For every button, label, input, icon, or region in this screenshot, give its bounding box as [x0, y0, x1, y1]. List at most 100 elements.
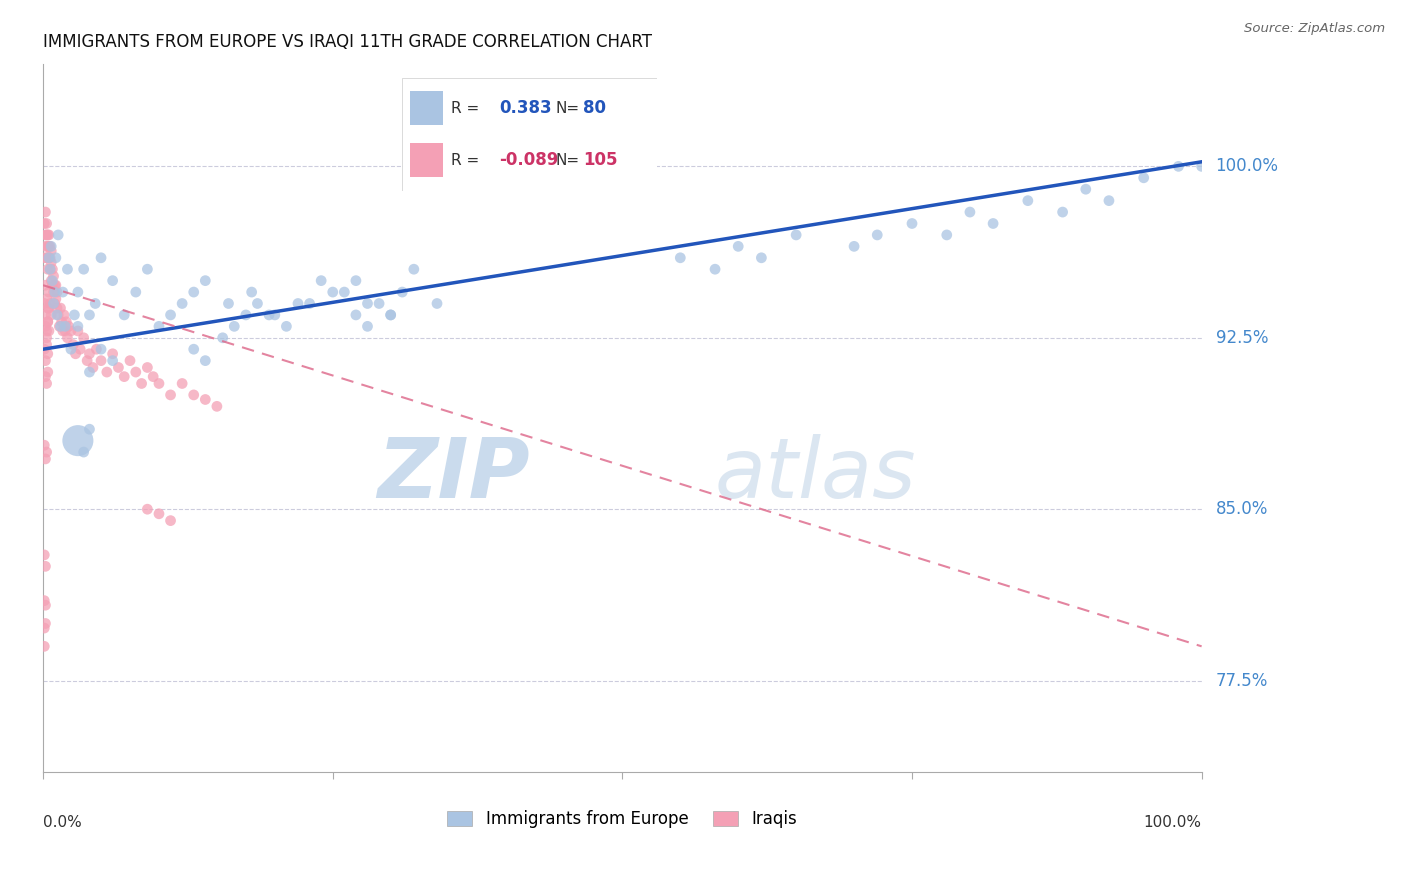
Point	[1191, 160, 1213, 174]
Point	[785, 227, 807, 242]
Point	[842, 239, 865, 253]
Point	[183, 342, 205, 356]
Point	[333, 285, 356, 299]
Point	[148, 507, 170, 521]
Point	[240, 285, 263, 299]
Point	[42, 296, 65, 310]
Point	[39, 239, 62, 253]
Point	[287, 296, 309, 310]
Point	[46, 227, 69, 242]
Point	[32, 342, 55, 356]
Point	[34, 369, 56, 384]
Point	[194, 353, 217, 368]
Point	[34, 598, 56, 612]
Point	[32, 548, 55, 562]
Point	[391, 285, 413, 299]
Point	[344, 308, 367, 322]
Point	[194, 392, 217, 407]
Point	[263, 308, 285, 322]
Point	[246, 296, 269, 310]
Point	[37, 315, 59, 329]
Point	[172, 376, 194, 391]
Point	[32, 621, 55, 635]
Point	[172, 296, 194, 310]
Point	[107, 360, 129, 375]
Point	[79, 365, 101, 379]
Point	[1052, 205, 1074, 219]
Point	[53, 319, 76, 334]
Point	[224, 319, 246, 334]
Point	[76, 353, 98, 368]
Point	[37, 347, 59, 361]
Point	[66, 324, 89, 338]
Point	[669, 251, 692, 265]
Point	[34, 451, 56, 466]
Point	[96, 365, 118, 379]
Point	[298, 296, 321, 310]
Point	[322, 285, 344, 299]
Point	[73, 445, 96, 459]
Point	[34, 353, 56, 368]
Point	[90, 342, 112, 356]
Point	[39, 262, 62, 277]
Point	[39, 244, 62, 258]
Point	[90, 251, 112, 265]
Point	[45, 251, 67, 265]
Point	[38, 285, 60, 299]
Point	[159, 514, 181, 528]
Point	[37, 239, 59, 253]
Point	[48, 319, 70, 334]
Point	[39, 296, 62, 310]
Point	[66, 434, 89, 448]
Point	[1132, 170, 1154, 185]
Point	[56, 331, 79, 345]
Text: 100.0%: 100.0%	[1143, 814, 1202, 830]
Point	[46, 285, 69, 299]
Text: Source: ZipAtlas.com: Source: ZipAtlas.com	[1244, 22, 1385, 36]
Point	[38, 251, 60, 265]
Point	[356, 296, 378, 310]
Point	[426, 296, 449, 310]
Point	[37, 315, 59, 329]
Point	[44, 278, 66, 293]
Point	[32, 640, 55, 654]
Point	[59, 324, 82, 338]
Point	[402, 262, 425, 277]
Point	[35, 292, 58, 306]
Point	[79, 422, 101, 436]
Point	[66, 285, 89, 299]
Point	[380, 308, 402, 322]
Point	[183, 285, 205, 299]
Point	[205, 400, 228, 414]
Point	[101, 353, 124, 368]
Point	[866, 227, 889, 242]
Point	[58, 319, 80, 334]
Point	[37, 227, 59, 242]
Point	[112, 369, 135, 384]
Point	[32, 438, 55, 452]
Point	[42, 285, 65, 299]
Point	[82, 360, 104, 375]
Point	[39, 308, 62, 322]
Point	[1017, 194, 1039, 208]
Point	[32, 251, 55, 265]
Point	[69, 342, 91, 356]
Text: 92.5%: 92.5%	[1216, 329, 1268, 347]
Point	[44, 285, 66, 299]
Point	[51, 315, 73, 329]
Point	[235, 308, 257, 322]
Point	[112, 308, 135, 322]
Point	[356, 319, 378, 334]
Point	[34, 616, 56, 631]
Point	[53, 308, 76, 322]
Point	[37, 262, 59, 277]
Point	[41, 278, 63, 293]
Text: ZIP: ZIP	[377, 434, 530, 515]
Point	[65, 347, 87, 361]
Point	[37, 301, 59, 315]
Point	[935, 227, 957, 242]
Point	[84, 296, 107, 310]
Point	[32, 217, 55, 231]
Point	[276, 319, 298, 334]
Point	[34, 205, 56, 219]
